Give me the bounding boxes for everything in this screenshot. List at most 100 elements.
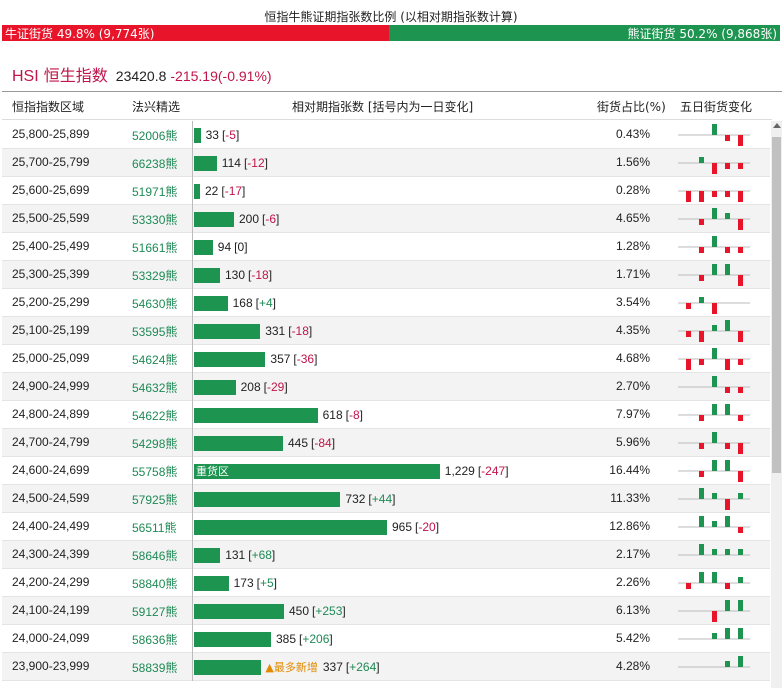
table-row: 24,200-24,299 58840熊 173 [+5] 2.26% — [2, 569, 770, 597]
sparkline-bar — [712, 376, 717, 387]
warrant-code: 52006 — [132, 129, 166, 143]
warrant-code-link[interactable]: 59127熊 — [132, 603, 177, 620]
sparkline-bar — [699, 157, 704, 163]
sparkline-bar — [738, 549, 743, 555]
warrant-code-link[interactable]: 52006熊 — [132, 127, 177, 144]
table-row: 24,100-24,199 59127熊 450 [+253] 6.13% — [2, 597, 770, 625]
warrant-code-link[interactable]: 55758熊 — [132, 463, 177, 480]
scroll-up-arrow-icon[interactable] — [773, 123, 781, 128]
bear-char: 熊 — [165, 353, 178, 367]
contracts-cell: 450 [+253] — [194, 603, 346, 619]
daily-change: [-12] — [243, 156, 268, 170]
axis-line — [192, 205, 193, 233]
warrant-code-link[interactable]: 66238熊 — [132, 155, 177, 172]
daily-change: [-18] — [288, 324, 313, 338]
index-summary: HSI 恒生指数 23420.8 -215.19(-0.91%) — [12, 62, 272, 86]
axis-line — [192, 429, 193, 457]
share-cell: 4.35% — [615, 323, 650, 337]
warrant-code-link[interactable]: 53330熊 — [132, 211, 177, 228]
table-row: 24,800-24,899 54622熊 618 [-8] 7.97% — [2, 401, 770, 429]
header-share: 街货占比(%) — [597, 100, 666, 114]
daily-change: [+68] — [248, 548, 276, 562]
table-row: 24,000-24,099 58636熊 385 [+206] 5.42% — [2, 625, 770, 653]
header-five-day: 五日街货变化 — [680, 100, 753, 114]
contracts-value: 965 — [392, 520, 413, 534]
warrant-code-link[interactable]: 54298熊 — [132, 435, 177, 452]
contracts-bar — [194, 631, 271, 647]
share-cell: 6.13% — [615, 603, 650, 617]
warrant-code-link[interactable]: 54632熊 — [132, 379, 177, 396]
scroll-thumb[interactable] — [772, 137, 781, 473]
contracts-cell: 208 [-29] — [194, 379, 288, 395]
axis-line — [192, 653, 193, 681]
warrant-code-link[interactable]: 57925熊 — [132, 491, 177, 508]
warrant-code-link[interactable]: 54622熊 — [132, 407, 177, 424]
axis-line — [192, 149, 193, 177]
five-day-sparkline — [678, 297, 750, 314]
warrant-code-link[interactable]: 58840熊 — [132, 575, 177, 592]
share-cell: 1.71% — [615, 267, 650, 281]
warrant-code-link[interactable]: 54624熊 — [132, 351, 177, 368]
bear-char: 熊 — [165, 325, 178, 339]
contracts-cell: 168 [+4] — [194, 295, 276, 311]
sparkline-bar — [712, 611, 717, 622]
warrant-code-link[interactable]: 58839熊 — [132, 659, 177, 676]
axis-line — [192, 541, 193, 569]
sparkline-bar — [725, 387, 730, 393]
contracts-value: 1,229 — [444, 464, 475, 478]
five-day-sparkline — [678, 600, 750, 622]
warrant-code-link[interactable]: 54630熊 — [132, 295, 177, 312]
contracts-value: 94 — [217, 240, 232, 254]
warrant-code-link[interactable]: 58646熊 — [132, 547, 177, 564]
share-cell: 4.65% — [615, 211, 650, 225]
contracts-bar — [194, 575, 229, 591]
share-cell: 4.28% — [615, 659, 650, 673]
table-row: 25,200-25,299 54630熊 168 [+4] 3.54% — [2, 289, 770, 317]
warrant-code: 58840 — [132, 577, 166, 591]
table-row: 25,500-25,599 53330熊 200 [-6] 4.65% — [2, 205, 770, 233]
sparkline-bar — [686, 191, 691, 202]
contracts-bar — [194, 407, 318, 423]
warrant-code-link[interactable]: 56511熊 — [132, 519, 177, 536]
contracts-cell: 114 [-12] — [194, 155, 268, 171]
daily-change: [+4] — [255, 296, 276, 310]
warrant-code: 53595 — [132, 325, 166, 339]
table-row: 23,900-23,999 58839熊 ▲最多新增 337 [+264] 4.28% — [2, 653, 770, 681]
sparkline-bar — [712, 404, 717, 415]
range-cell: 24,800-24,899 — [12, 407, 90, 421]
warrant-code-link[interactable]: 53329熊 — [132, 267, 177, 284]
warrant-code-link[interactable]: 51971熊 — [132, 183, 177, 200]
range-cell: 25,300-25,399 — [12, 267, 90, 281]
bear-char: 熊 — [165, 297, 178, 311]
share-cell: 2.26% — [615, 575, 650, 589]
warrant-code-link[interactable]: 53595熊 — [132, 323, 177, 340]
daily-change-value: -5 — [225, 128, 236, 142]
axis-line — [192, 513, 193, 541]
bear-char: 熊 — [165, 661, 178, 675]
scrollbar[interactable] — [771, 121, 782, 688]
index-name[interactable]: HSI 恒生指数 — [12, 62, 108, 86]
warrant-code: 55758 — [132, 465, 166, 479]
warrant-code: 58839 — [132, 661, 166, 675]
share-cell: 1.56% — [615, 155, 650, 169]
daily-change: [-5] — [221, 128, 240, 142]
daily-change: [+44] — [368, 492, 396, 506]
daily-change: [-18] — [248, 268, 273, 282]
sparkline-bar — [738, 415, 743, 421]
daily-change-value: 0 — [237, 240, 245, 254]
contracts-bar — [194, 351, 266, 367]
bear-char: 熊 — [165, 409, 178, 423]
contracts-bar — [194, 127, 201, 143]
contracts-cell: 618 [-8] — [194, 407, 363, 423]
warrant-code-link[interactable]: 58636熊 — [132, 631, 177, 648]
daily-change-value: -17 — [224, 184, 243, 198]
share-cell: 7.97% — [615, 407, 650, 421]
daily-change: [-29] — [263, 380, 288, 394]
sparkline-bar — [725, 600, 730, 611]
warrant-code-link[interactable]: 51661熊 — [132, 239, 177, 256]
daily-change-value: +68 — [251, 548, 272, 562]
page-title: 恒指牛熊证期指张数比例 (以相对期指张数计算) — [264, 10, 518, 24]
share-cell: 4.68% — [615, 351, 650, 365]
contracts-bar — [194, 211, 234, 227]
sparkline-bar — [712, 633, 717, 639]
